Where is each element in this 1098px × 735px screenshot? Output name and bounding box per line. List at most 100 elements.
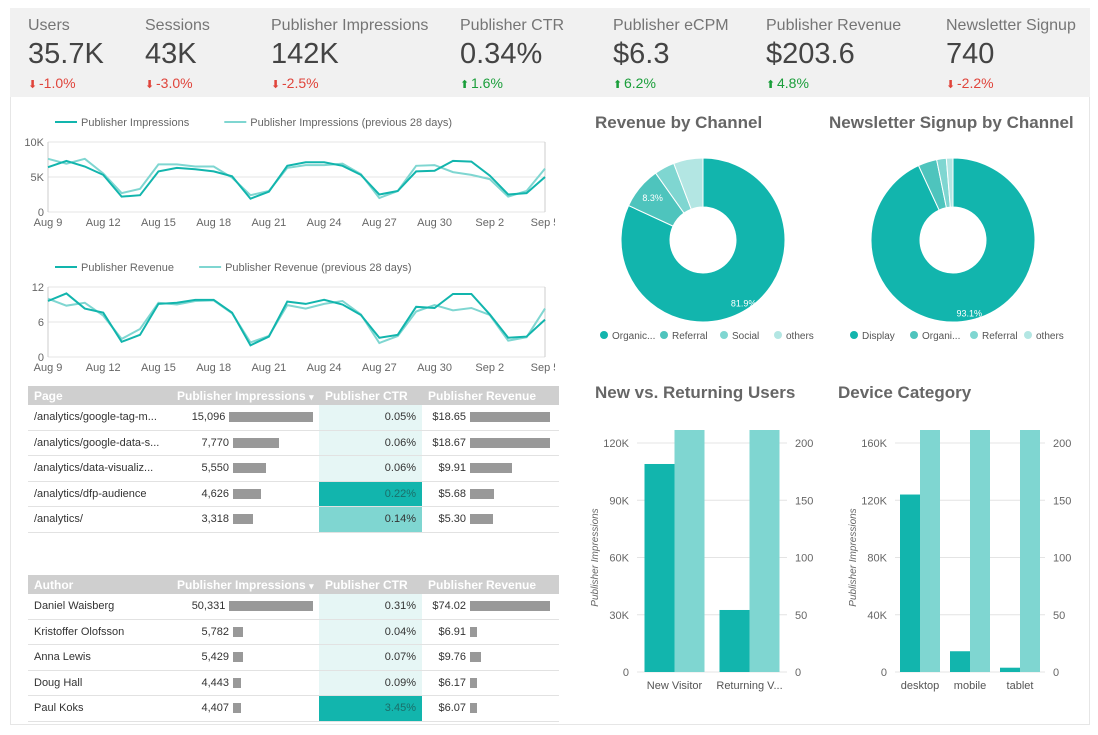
kpi-label: Publisher eCPM [613, 17, 729, 34]
x-tick-label: Sep 5 [531, 217, 555, 229]
bar-impressions[interactable] [1000, 667, 1020, 672]
table-row[interactable]: /analytics/google-data-s... 7,770 0.06% $18… [28, 430, 559, 456]
y-tick-label: 12 [32, 282, 44, 294]
table-row[interactable]: Anna Lewis 5,429 0.07% $9.76 [28, 644, 559, 671]
x-tick-label: Aug 24 [307, 217, 342, 229]
bar-secondary[interactable] [1020, 430, 1040, 672]
kpi-delta: ⬇ -1.0% [28, 75, 76, 91]
revenue-bar [470, 626, 477, 637]
row-revenue: $9.76 [422, 644, 559, 671]
row-name[interactable]: /analytics/dfp-audience [28, 481, 171, 507]
legend-dot-icon [910, 331, 918, 339]
legend-dot-icon [970, 331, 978, 339]
row-name[interactable]: Paul Koks [28, 695, 171, 722]
legend-item[interactable]: Social [720, 331, 759, 342]
kpi-value: 0.34% [460, 38, 543, 70]
row-revenue: $6.07 [422, 695, 559, 722]
table-row[interactable]: /analytics/data-visualiz... 5,550 0.06% $9.… [28, 455, 559, 482]
row-revenue: $18.67 [422, 430, 559, 456]
series-line-previous [47, 157, 546, 200]
x-tick-label: Aug 15 [141, 217, 176, 229]
y-left-tick-label: 40K [867, 610, 887, 622]
y-right-tick-label: 50 [795, 610, 807, 622]
impressions-bar [233, 677, 241, 688]
x-tick-label: Aug 27 [362, 217, 397, 229]
legend-item[interactable]: Display [850, 331, 895, 342]
sort-desc-icon: ▾ [309, 391, 314, 402]
revenue-by-channel-title: Revenue by Channel [595, 113, 763, 132]
row-impressions: 7,770 [171, 430, 319, 456]
revenue-line-chart: Publisher Revenue Publisher Revenue (prev… [32, 262, 555, 374]
legend-item[interactable]: Referral [970, 331, 1018, 342]
table-row[interactable]: /analytics/google-tag-m... 15,096 0.05% $18… [28, 405, 559, 431]
y-axis-title: Publisher Impressions [848, 508, 859, 606]
y-left-tick-label: 160K [861, 438, 887, 450]
row-impressions: 5,429 [171, 644, 319, 671]
kpi-label: Newsletter Signup [946, 17, 1076, 34]
row-name[interactable]: Anna Lewis [28, 644, 171, 671]
col-header-ctr[interactable]: Publisher CTR [319, 386, 422, 405]
kpi-label: Publisher Revenue [766, 17, 902, 34]
y-right-tick-label: 0 [795, 667, 801, 679]
donut-slice[interactable] [945, 157, 954, 208]
row-name[interactable]: Doug Hall [28, 670, 171, 696]
row-name[interactable]: /analytics/google-tag-m... [28, 405, 171, 431]
col-header-impressions[interactable]: Publisher Impressions ▾ [171, 575, 319, 594]
arrow-up-icon: ⬆ [613, 79, 623, 91]
table-row[interactable]: Doug Hall 4,443 0.09% $6.17 [28, 670, 559, 696]
legend-item[interactable]: others [774, 331, 814, 342]
legend-item[interactable]: Organic... [600, 331, 655, 342]
legend-item[interactable]: Organi... [910, 331, 960, 342]
bar-secondary[interactable] [674, 430, 705, 672]
table-row[interactable]: Kristoffer Olofsson 5,782 0.04% $6.91 [28, 619, 559, 645]
donut-slice[interactable] [620, 157, 786, 323]
y-right-tick-label: 50 [1053, 610, 1065, 622]
donut-slice[interactable] [870, 157, 1036, 323]
row-name[interactable]: /analytics/google-data-s... [28, 430, 171, 456]
col-header-revenue[interactable]: Publisher Revenue [422, 386, 559, 405]
row-revenue: $5.30 [422, 506, 559, 533]
bar-secondary[interactable] [749, 430, 780, 672]
impressions-bar [233, 488, 261, 499]
kpi-delta: ⬆ 6.2% [613, 75, 656, 91]
legend-dot-icon [600, 331, 608, 339]
legend-label-previous: Publisher Revenue (previous 28 days) [225, 262, 412, 274]
bar-secondary[interactable] [920, 430, 940, 672]
legend-item[interactable]: Referral [660, 331, 708, 342]
table-row[interactable]: /analytics/3,318 0.14% $5.30 [28, 506, 559, 533]
bar-secondary[interactable] [970, 430, 990, 672]
sort-desc-icon: ▾ [309, 580, 314, 591]
row-name[interactable]: /analytics/ [28, 506, 171, 533]
kpi-label: Publisher Impressions [271, 17, 429, 34]
y-right-tick-label: 150 [1053, 495, 1071, 507]
y-left-tick-label: 0 [623, 667, 629, 679]
col-header-ctr[interactable]: Publisher CTR [319, 575, 422, 594]
kpi-value: 35.7K [28, 38, 104, 70]
row-name[interactable]: Kristoffer Olofsson [28, 619, 171, 645]
y-tick-label: 0 [38, 352, 44, 364]
revenue-by-channel-donut: 81.9% 8.3% Organic... Referral Social others [600, 157, 814, 342]
col-header-page[interactable]: Page [28, 386, 171, 405]
row-impressions: 50,331 [171, 594, 319, 620]
x-tick-label: Aug 12 [86, 362, 121, 374]
row-name[interactable]: /analytics/data-visualiz... [28, 455, 171, 482]
bar-impressions[interactable] [950, 651, 970, 672]
table-row[interactable]: Daniel Waisberg 50,331 0.31% $74.02 [28, 594, 559, 620]
col-header-impressions[interactable]: Publisher Impressions ▾ [171, 386, 319, 405]
col-header-author[interactable]: Author [28, 575, 171, 594]
bar-impressions[interactable] [719, 609, 750, 672]
x-category-label: mobile [954, 680, 986, 692]
legend-item[interactable]: others [1024, 331, 1064, 342]
bar-impressions[interactable] [644, 463, 675, 672]
row-ctr: 0.04% [319, 619, 422, 645]
kpi-delta: ⬆ 4.8% [766, 75, 809, 91]
bar-impressions[interactable] [900, 494, 920, 672]
slice-value-label: 93.1% [956, 309, 982, 319]
donut-slice[interactable] [673, 157, 704, 210]
table-row[interactable]: Paul Koks 4,407 3.45% $6.07 [28, 695, 559, 722]
table-row[interactable]: /analytics/dfp-audience 4,626 0.22% $5.68 [28, 481, 559, 507]
row-impressions: 5,550 [171, 455, 319, 482]
kpi-label: Publisher CTR [460, 17, 565, 34]
row-name[interactable]: Daniel Waisberg [28, 594, 171, 620]
col-header-revenue[interactable]: Publisher Revenue [422, 575, 559, 594]
